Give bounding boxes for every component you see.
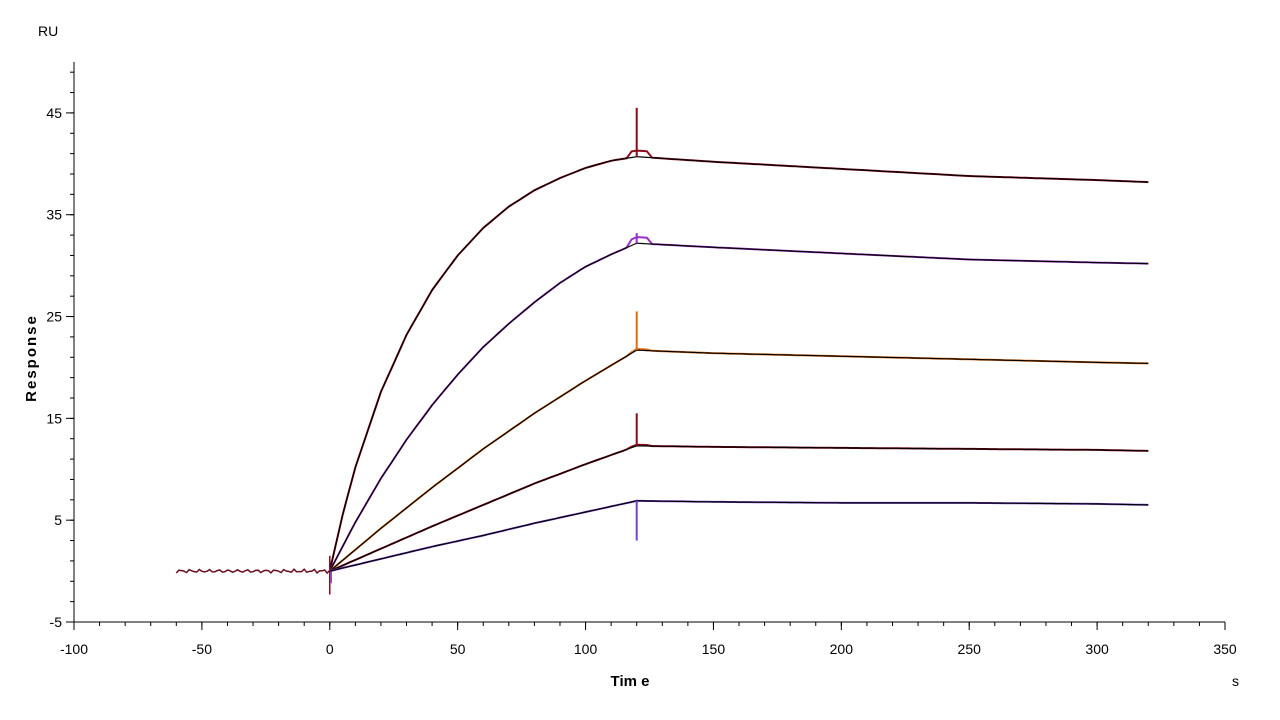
series-3-fit	[329, 349, 1149, 572]
series-layer	[175, 107, 1149, 595]
x-tick-label: 150	[702, 641, 726, 657]
y-tick-label: 25	[46, 309, 62, 325]
series-5-data	[329, 499, 1149, 573]
y-tick-label: 5	[54, 512, 62, 528]
y-tick-label: -5	[50, 614, 63, 630]
baseline-trace	[175, 568, 331, 575]
y-tick-label: 15	[46, 410, 62, 426]
x-tick-label: 300	[1085, 641, 1109, 657]
axes	[66, 62, 1226, 630]
x-axis-title: Tim e	[611, 673, 650, 690]
x-tick-label: 50	[450, 641, 466, 657]
y-tick-label: 35	[46, 207, 62, 223]
x-tick-label: 200	[830, 641, 854, 657]
series-2-data	[328, 236, 1149, 572]
y-tick-label: 45	[46, 105, 62, 121]
x-tick-label: 350	[1213, 641, 1237, 657]
x-tick-label: 250	[958, 641, 982, 657]
y-axis-title: Response	[23, 314, 40, 402]
series-4-data	[329, 443, 1149, 573]
x-tick-label: 0	[326, 641, 334, 657]
x-tick-label: -100	[60, 641, 88, 657]
series-3-data	[329, 348, 1149, 572]
series-2-fit	[329, 242, 1149, 572]
x-unit-label: s	[1232, 673, 1239, 689]
series-1-fit	[329, 156, 1149, 572]
x-tick-label: -50	[192, 641, 212, 657]
x-tick-label: 100	[574, 641, 598, 657]
series-4-fit	[329, 445, 1149, 572]
series-5-fit	[329, 500, 1149, 572]
y-unit-label: RU	[38, 23, 58, 39]
y-tick-labels: -5 5 15 25 35 45	[46, 105, 62, 630]
x-tick-labels: -100 -50 0 50 100 150 200 250 300 350	[60, 641, 1237, 657]
